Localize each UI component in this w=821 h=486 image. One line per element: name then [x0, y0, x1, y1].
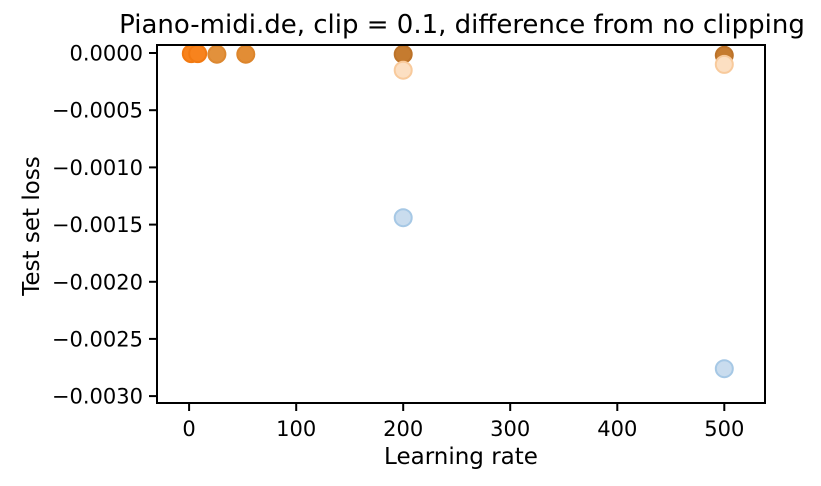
plot-border	[156, 44, 766, 404]
scatter-point-orange-dark	[393, 44, 413, 64]
x-axis-label: Learning rate	[384, 444, 538, 470]
x-tick-label: 0	[182, 417, 195, 441]
x-tick-label: 400	[597, 417, 637, 441]
scatter-point-blue	[393, 208, 413, 228]
y-tick-label: 0.0000	[70, 42, 143, 66]
scatter-point-orange-bright-cluster	[236, 44, 256, 64]
y-tick-label: −0.0020	[52, 270, 143, 294]
scatter-point-orange-pale	[714, 54, 734, 74]
y-tick-label: −0.0025	[52, 327, 143, 351]
x-tick-label: 500	[704, 417, 744, 441]
y-tick-label: −0.0010	[52, 156, 143, 180]
scatter-point-blue	[714, 359, 734, 379]
x-tick-label: 300	[490, 417, 530, 441]
scatter-point-orange-bright-cluster	[207, 44, 227, 64]
scatter-point-orange-bright-cluster	[188, 44, 208, 64]
y-tick-label: −0.0030	[52, 385, 143, 409]
chart-title: Piano-midi.de, clip = 0.1, difference fr…	[119, 10, 805, 40]
x-tick-label: 200	[383, 417, 423, 441]
y-tick-label: −0.0005	[52, 99, 143, 123]
scatter-point-orange-pale	[393, 60, 413, 80]
x-tick-label: 100	[276, 417, 316, 441]
y-tick-label: −0.0015	[52, 213, 143, 237]
